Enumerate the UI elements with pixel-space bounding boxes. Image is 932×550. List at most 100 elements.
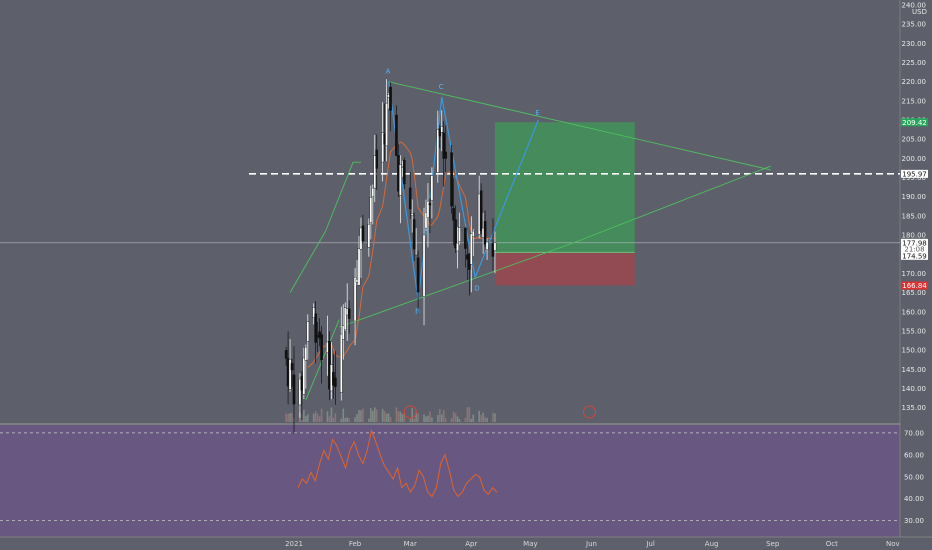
price-tick-label: 170.00 [902,270,927,278]
volume-bar [413,418,415,422]
candle-body [361,225,365,242]
candle-body [403,159,406,185]
candle-body [373,155,377,189]
volume-bar [468,407,471,422]
candle-body [284,350,288,359]
price-tick-label: 190.00 [902,193,927,201]
candle-body [288,359,292,390]
triangle-resistance-line [388,81,771,171]
rsi-indicator [0,428,900,521]
price-badge [901,251,928,260]
candle-body [320,334,323,361]
time-axis: 2021 Feb Mar Apr May Jun Jul Aug Sep Oct Nov [285,540,900,548]
candle-body [357,248,361,286]
price-tick-label: 235.00 [902,21,927,29]
volume-bar [492,412,494,422]
price-tick-label: 220.00 [902,78,927,86]
candle-body [485,241,489,251]
price-tick-label: 230.00 [902,40,927,48]
price-badge [901,281,928,290]
time-tick-label: Mar [404,540,417,548]
volume-bar [478,410,480,422]
pattern-point-label: A [386,68,391,76]
price-pane[interactable] [0,0,900,423]
volume-bar [372,411,374,422]
candle-body [470,233,473,265]
volume-bar [332,417,335,422]
volume-bar [456,416,459,422]
volume-bar [454,413,457,422]
price-tick-label: 165.00 [902,289,927,297]
candle-body [334,377,337,387]
candle-body [343,307,347,331]
price-badge-label: 174.59 [902,252,927,260]
volume-bar [375,409,378,422]
volume-bar [438,409,441,422]
price-tick-label: 150.00 [902,347,927,355]
candle-body [444,151,447,159]
volume-bar [482,412,484,422]
volume-bar [328,416,331,422]
volume-bar [358,409,360,422]
price-tick-label: 205.00 [902,136,927,144]
loss-zone [494,252,635,286]
volume-bar [480,415,482,422]
time-tick-label: Jul [645,540,655,548]
candle-body [452,208,455,221]
rsi-pane[interactable] [0,425,900,537]
candle-body [414,254,418,256]
candle-body [416,257,420,293]
volume-bar [486,417,488,422]
volume-bar [354,417,356,422]
candle-body [339,333,343,393]
candle-body [493,242,497,251]
volume-bar [417,413,419,422]
candle-body [292,374,296,405]
volume-bar [346,417,348,422]
candle-body [436,129,440,173]
price-tick-label: 135.00 [902,404,927,412]
position-tool[interactable] [494,122,635,286]
price-tick-label: 225.00 [902,59,927,67]
candle-body [341,325,345,340]
candle-body [304,346,308,361]
time-tick-label: Apr [465,540,477,548]
candle-body [347,308,351,319]
volume-bar [399,411,402,422]
volume-bar [440,414,443,422]
candle-body [442,132,446,159]
rsi-tick-label: 30.00 [904,517,924,525]
candle-body [440,126,444,133]
rsi-tick-label: 70.00 [904,429,924,437]
candle-body [302,357,306,395]
candle-body [314,313,317,343]
volume-bar [387,413,390,422]
volume-bar [444,417,447,422]
volume-bar [395,407,398,422]
time-tick-label: 2021 [285,540,303,548]
volume-bar [484,417,486,422]
price-badge-label: 177.98 [902,239,927,247]
volume-bar [431,417,433,422]
volume-bar [368,418,370,422]
volume-bar [494,413,496,422]
triangle-support-line [339,242,574,328]
volume-bar [370,408,372,422]
candle-body [375,149,379,169]
price-scale[interactable] [900,0,932,537]
volume-bar [442,409,445,422]
price-tick-label: 240.00 [902,2,927,10]
price-badge [901,238,928,253]
candle-body [298,378,302,406]
candle-body [290,363,294,371]
candle-body [412,219,416,250]
candle-body [410,213,414,216]
volume-bar [409,418,412,422]
candle-body [408,187,412,210]
volume-bar [334,413,337,422]
volume-bar [403,413,406,422]
pattern-point-label: B [415,307,420,315]
volume-bar [466,407,469,422]
